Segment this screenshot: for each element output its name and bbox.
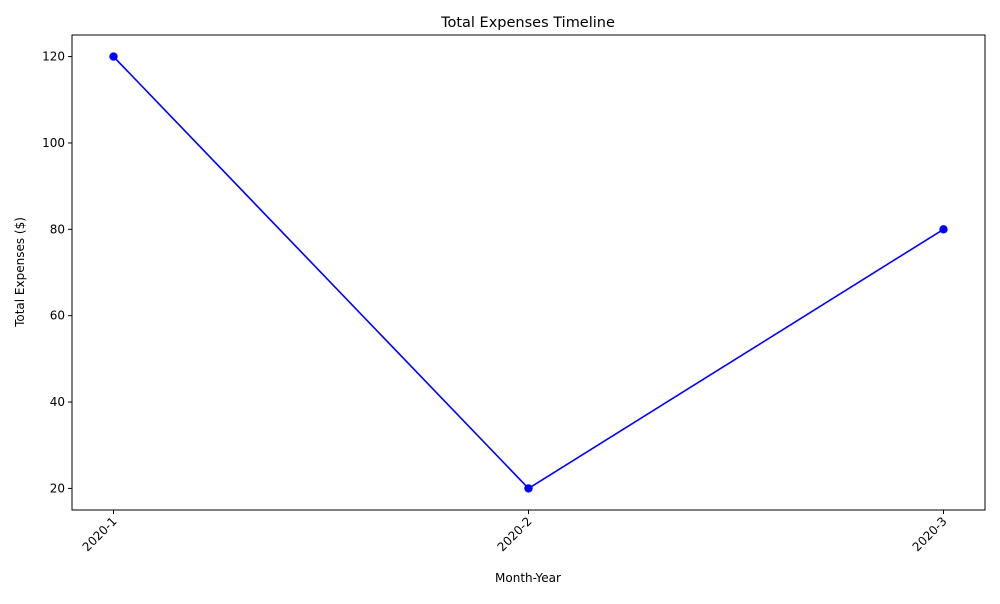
data-point-2020-1 — [109, 52, 118, 61]
y-tick-label-20: 20 — [50, 481, 65, 495]
y-tick-label-100: 100 — [42, 136, 65, 150]
y-tick-label-60: 60 — [50, 309, 65, 323]
data-point-2020-3 — [939, 225, 948, 234]
x-axis-label: Month-Year — [495, 571, 561, 585]
y-tick-label-40: 40 — [50, 395, 65, 409]
data-point-2020-2 — [524, 484, 533, 493]
y-tick-label-80: 80 — [50, 222, 65, 236]
y-tick-label-120: 120 — [42, 50, 65, 64]
chart-title: Total Expenses Timeline — [440, 15, 615, 31]
y-axis-label: Total Expenses ($) — [13, 217, 27, 328]
